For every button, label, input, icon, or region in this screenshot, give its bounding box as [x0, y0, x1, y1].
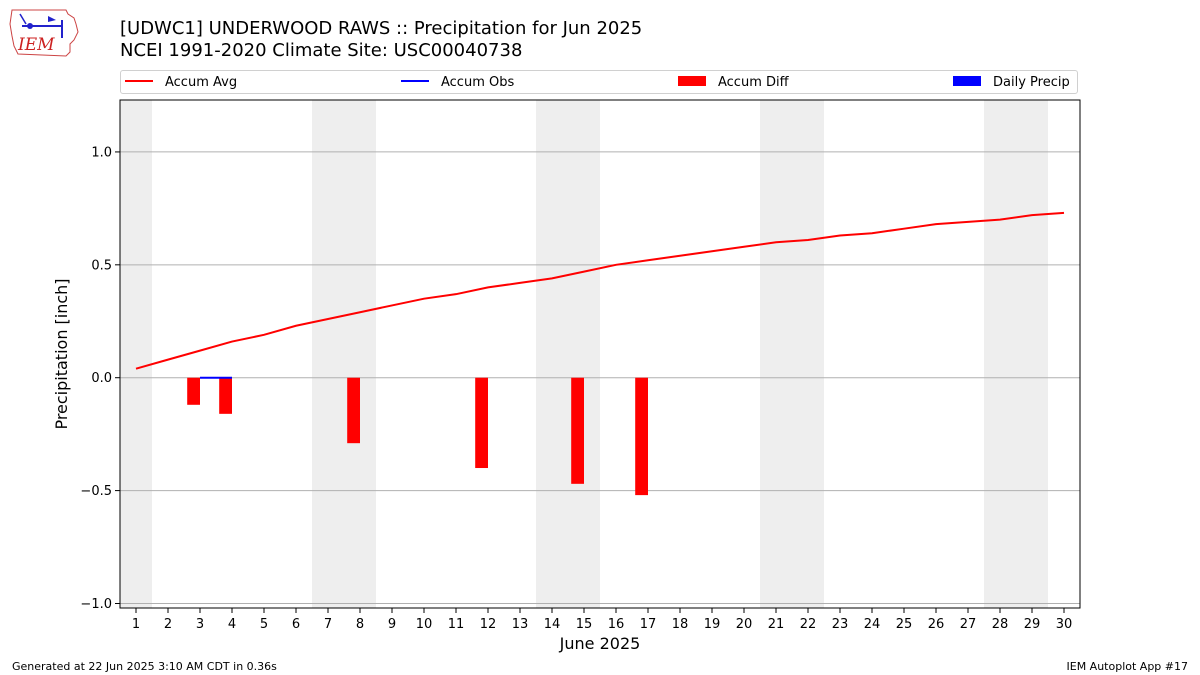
legend-label-accum-avg: Accum Avg — [165, 75, 238, 90]
title-line-1: [UDWC1] UNDERWOOD RAWS :: Precipitation … — [120, 18, 643, 39]
x-tick-label: 19 — [704, 617, 721, 632]
x-tick-label: 23 — [832, 617, 849, 632]
legend-swatch-accum-diff — [678, 75, 706, 86]
x-tick-label: 16 — [608, 617, 625, 632]
footer-app: IEM Autoplot App #17 — [1066, 660, 1189, 673]
legend-item-accum-avg: Accum Avg — [125, 74, 237, 92]
x-tick-label: 14 — [544, 617, 561, 632]
accum-diff-bar — [347, 377, 360, 444]
x-tick-label: 3 — [196, 617, 204, 632]
x-tick-label: 1 — [132, 617, 140, 632]
x-tick-label: 22 — [800, 617, 817, 632]
x-tick-label: 4 — [228, 617, 236, 632]
footer-generated: Generated at 22 Jun 2025 3:10 AM CDT in … — [12, 660, 277, 673]
x-tick-label: 10 — [416, 617, 433, 632]
weekend-shade-1 — [312, 100, 376, 608]
x-tick-label: 15 — [576, 617, 593, 632]
weekend-shade-3 — [760, 100, 824, 608]
x-tick-label: 13 — [512, 617, 529, 632]
x-tick-label: 11 — [448, 617, 465, 632]
weekend-shade-0 — [120, 100, 152, 608]
y-tick-label: 1.0 — [91, 145, 112, 160]
x-tick-label: 2 — [164, 617, 172, 632]
accum-diff-bar — [635, 377, 648, 496]
legend-item-accum-diff: Accum Diff — [678, 74, 789, 92]
x-tick-label: 28 — [992, 617, 1009, 632]
legend-label-accum-obs: Accum Obs — [441, 75, 515, 90]
legend-swatch-accum-obs — [401, 79, 429, 82]
x-tick-label: 26 — [928, 617, 945, 632]
y-tick-label: −0.5 — [80, 484, 112, 499]
weekend-shade-2 — [536, 100, 600, 608]
y-axis-label: Precipitation [inch] — [52, 278, 71, 429]
x-tick-label: 20 — [736, 617, 753, 632]
iem-logo: IEM — [9, 9, 79, 57]
plot-frame — [119, 99, 1081, 609]
accum-diff-bar — [475, 377, 488, 469]
y-tick-label: −1.0 — [80, 597, 112, 612]
legend-label-accum-diff: Accum Diff — [718, 75, 789, 90]
x-tick-label: 30 — [1056, 617, 1073, 632]
accum-diff-bar — [219, 377, 232, 414]
weekend-shade-4 — [984, 100, 1048, 608]
x-tick-label: 25 — [896, 617, 913, 632]
x-tick-label: 27 — [960, 617, 977, 632]
legend-swatch-accum-avg — [125, 79, 153, 82]
title-line-2: NCEI 1991-2020 Climate Site: USC00040738 — [120, 40, 523, 61]
x-tick-label: 8 — [356, 617, 364, 632]
legend-item-accum-obs: Accum Obs — [401, 74, 514, 92]
x-tick-label: 17 — [640, 617, 657, 632]
x-tick-label: 12 — [480, 617, 497, 632]
legend-label-daily-precip: Daily Precip — [993, 75, 1070, 90]
accum-diff-bar — [187, 377, 200, 405]
legend-item-daily-precip: Daily Precip — [953, 74, 1070, 92]
x-tick-label: 18 — [672, 617, 689, 632]
accum-avg-line — [135, 211, 1065, 370]
logo-text: IEM — [17, 35, 55, 55]
x-tick-label: 24 — [864, 617, 881, 632]
x-tick-label: 5 — [260, 617, 268, 632]
page-title: [UDWC1] UNDERWOOD RAWS :: Precipitation … — [120, 18, 642, 62]
accum-diff-bar — [571, 377, 584, 484]
x-tick-label: 21 — [768, 617, 785, 632]
legend-swatch-daily-precip — [953, 75, 981, 86]
x-tick-label: 6 — [292, 617, 300, 632]
x-tick-label: 9 — [388, 617, 396, 632]
x-axis-label: June 2025 — [559, 634, 641, 653]
x-tick-label: 7 — [324, 617, 332, 632]
y-tick-label: 0.5 — [91, 258, 112, 273]
x-tick-label: 29 — [1024, 617, 1041, 632]
chart-legend: Accum Avg Accum Obs Accum Diff Daily Pre… — [120, 70, 1078, 94]
y-tick-label: 0.0 — [91, 371, 112, 386]
